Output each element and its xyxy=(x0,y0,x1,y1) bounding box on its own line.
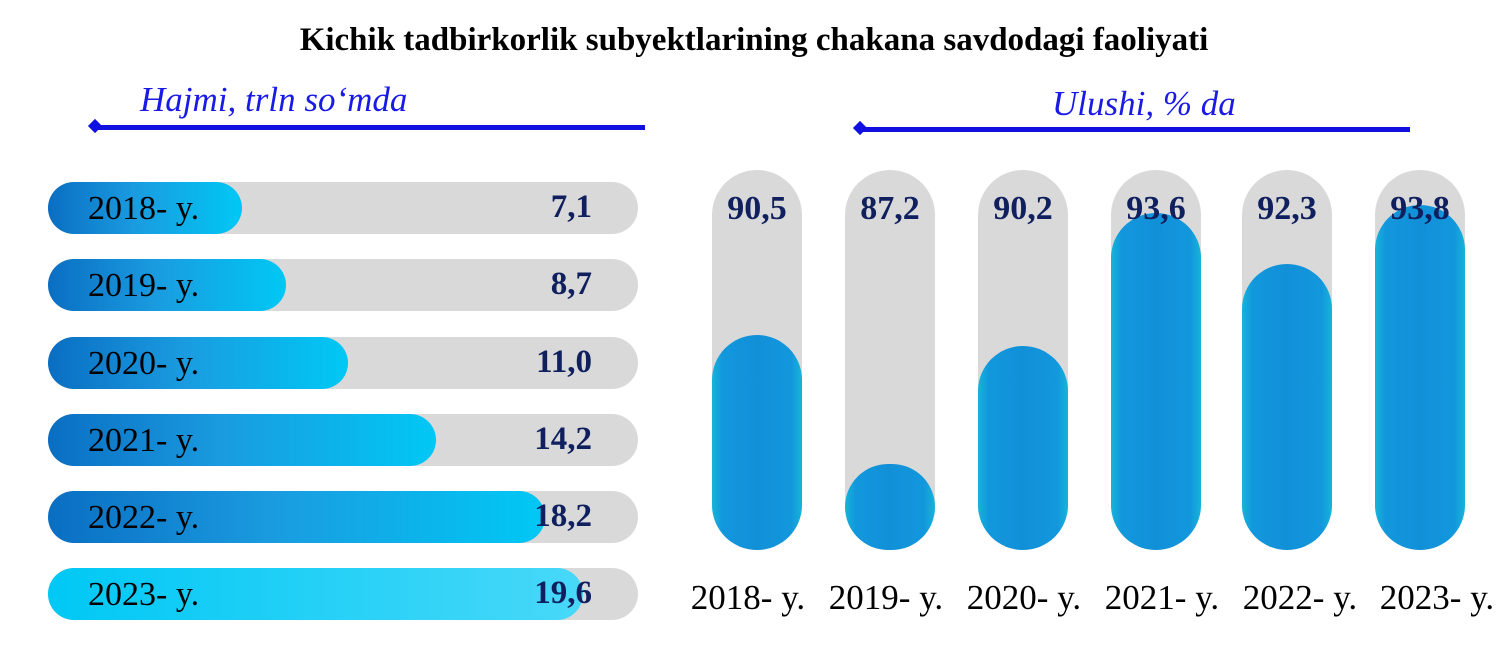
share-bar xyxy=(845,464,935,550)
volume-value-label: 8,7 xyxy=(550,266,592,302)
share-bar-column: 93,6 xyxy=(1111,170,1201,550)
share-bar-column: 87,2 xyxy=(845,170,935,550)
volume-bar-row: 2020- y. 11,0 xyxy=(48,337,638,389)
volume-category-label: 2018- y. xyxy=(88,190,200,227)
share-category-label: 2022- y. xyxy=(1242,578,1358,617)
volume-category-label: 2023- y. xyxy=(88,576,200,613)
share-caption: Ulushi, % da xyxy=(1052,84,1236,123)
chart-title: Kichik tadbirkorlik subyektlarining chak… xyxy=(299,22,1209,58)
share-category-label: 2019- y. xyxy=(828,578,944,617)
volume-caption: Hajmi, trln so‘mda xyxy=(140,80,408,119)
volume-bar xyxy=(48,568,583,620)
volume-bar xyxy=(48,491,545,543)
share-category-label: 2021- y. xyxy=(1104,578,1220,617)
share-category-label: 2020- y. xyxy=(966,578,1082,617)
share-value-label: 87,2 xyxy=(860,190,920,227)
volume-category-label: 2021- y. xyxy=(88,422,200,459)
volume-category-label: 2019- y. xyxy=(88,267,200,304)
share-value-label: 90,5 xyxy=(727,190,787,227)
volume-guide-line xyxy=(87,118,645,134)
share-value-label: 92,3 xyxy=(1257,190,1317,227)
volume-bar xyxy=(48,337,348,389)
volume-bar xyxy=(48,182,242,234)
share-bar-column: 92,3 xyxy=(1242,170,1332,550)
share-value-label: 93,6 xyxy=(1126,190,1186,227)
volume-bar-row: 2018- y. 7,1 xyxy=(48,182,638,234)
diamond-icon xyxy=(87,118,103,134)
share-category-label: 2018- y. xyxy=(690,578,806,617)
share-bar xyxy=(1375,205,1465,550)
share-value-label: 90,2 xyxy=(993,190,1053,227)
share-bar xyxy=(1111,213,1201,550)
volume-value-label: 14,2 xyxy=(534,421,592,457)
volume-bar-row: 2019- y. 8,7 xyxy=(48,259,638,311)
share-bar-column: 90,2 xyxy=(978,170,1068,550)
volume-bar-row: 2021- y. 14,2 xyxy=(48,414,638,466)
volume-bar xyxy=(48,259,286,311)
share-bar xyxy=(712,335,802,550)
volume-value-label: 18,2 xyxy=(534,498,592,534)
diamond-icon xyxy=(852,120,868,136)
volume-bar xyxy=(48,414,436,466)
volume-category-label: 2020- y. xyxy=(88,345,200,382)
share-value-label: 93,8 xyxy=(1390,190,1450,227)
volume-value-label: 11,0 xyxy=(536,344,592,380)
share-bar-column: 93,8 xyxy=(1375,170,1465,550)
share-bar xyxy=(978,346,1068,550)
share-guide-line xyxy=(852,120,1410,136)
volume-category-label: 2022- y. xyxy=(88,499,200,536)
volume-value-label: 19,6 xyxy=(534,575,592,611)
volume-bar-row: 2022- y. 18,2 xyxy=(48,491,638,543)
share-bar-column: 90,5 xyxy=(712,170,802,550)
share-category-label: 2023- y. xyxy=(1379,578,1495,617)
volume-bar-row: 2023- y. 19,6 xyxy=(48,568,638,620)
volume-value-label: 7,1 xyxy=(550,189,592,225)
share-bar xyxy=(1242,264,1332,550)
